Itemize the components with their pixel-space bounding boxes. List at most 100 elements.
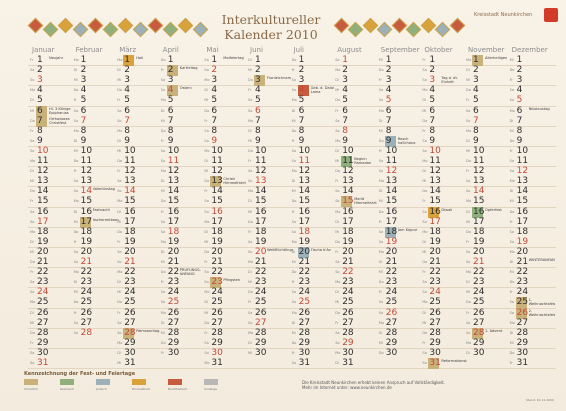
day-number: 11 — [342, 156, 354, 166]
day-row: Do 1 — [290, 55, 334, 66]
weekday-label: Fr — [422, 128, 426, 133]
weekday-label: Fr — [30, 340, 34, 345]
day-row: Sa 6 — [72, 106, 116, 117]
weekday-label: Mi — [466, 78, 470, 83]
month-header: Februar — [75, 46, 103, 54]
weekday-label: Mi — [204, 310, 209, 315]
holiday-color-marker — [123, 55, 135, 66]
day-number: 14 — [298, 186, 311, 197]
weekday-label: Sa — [117, 108, 122, 113]
day-number: 20 — [473, 246, 485, 257]
day-row: Mi 28 — [290, 328, 334, 339]
day-row: Do 30 — [377, 348, 421, 359]
day-number: 22 — [342, 267, 354, 278]
weekday-label: Mi — [248, 280, 252, 285]
day-row: Mo 25 — [420, 297, 464, 308]
day-number: 18 — [473, 226, 485, 237]
weekday-label: Mo — [291, 239, 297, 244]
weekday-label: Do — [291, 340, 297, 345]
weekday-label: Fr — [509, 361, 513, 365]
row-rule — [28, 368, 556, 370]
day-number: 17 — [255, 216, 267, 227]
weekday-label: So — [335, 270, 340, 275]
weekday-label: Do — [160, 340, 166, 345]
day-row: Mo 7 — [246, 116, 290, 127]
day-row: Di 16 Opferfest — [464, 206, 508, 218]
day-number: 30 — [429, 347, 441, 358]
weekday-label: Di — [509, 330, 514, 335]
weekday-label: Fr — [422, 340, 426, 345]
day-number: 13 — [429, 176, 441, 187]
day-row: Mo 22 — [115, 267, 159, 278]
weekday-label: Mi — [422, 108, 427, 113]
weekday-label: Sa — [378, 229, 384, 234]
day-row: Fr 30 — [290, 348, 334, 359]
weekday-label: Di — [248, 270, 252, 275]
row-rule — [28, 287, 556, 289]
day-row: Do 21 — [420, 257, 464, 268]
weekday-label: Di — [73, 68, 78, 73]
day-row: Di 2 — [464, 65, 508, 76]
day-number: 4 — [429, 85, 436, 96]
day-row: Fr 23 — [159, 277, 203, 288]
day-number: 23 — [473, 277, 485, 288]
day-row: Sa 30 — [28, 348, 72, 359]
weekday-label: Mi — [30, 179, 34, 184]
weekday-label: Do — [335, 98, 341, 103]
day-row: Di 23 — [464, 277, 508, 288]
legend-swatch — [132, 379, 146, 385]
day-row: Mi 25 — [333, 297, 377, 308]
day-number: 23 — [80, 277, 93, 288]
day-number: 29 — [342, 337, 354, 348]
day-row: Mo 13 — [377, 176, 421, 187]
weekday-label: Sa — [422, 68, 427, 73]
weekday-label: Fr — [466, 98, 470, 103]
weekday-label: Mo — [335, 209, 341, 214]
day-row: Fr 8 — [420, 126, 464, 137]
day-row: Fr 20 — [333, 247, 377, 258]
weekday-label: Sa — [30, 280, 35, 285]
day-row: Sa 31 — [290, 358, 334, 369]
day-row: Mo 18 — [28, 227, 72, 238]
holiday-text: PRÜFUNGS-ANFANG — [179, 268, 201, 277]
weekday-label: Do — [509, 209, 515, 214]
day-number: 20 — [298, 246, 311, 257]
weekday-label: Di — [117, 350, 121, 355]
weekday-label: Mo — [117, 199, 123, 204]
day-number: 12 — [385, 166, 398, 177]
weekday-label: Do — [73, 300, 79, 305]
month-header: Dezember — [511, 46, 548, 54]
day-number: 16 — [211, 206, 223, 217]
weekday-label: So — [160, 300, 166, 305]
day-row: Sa 3 — [159, 75, 203, 86]
day-number: 3 — [473, 75, 479, 86]
day-number: 17 — [124, 216, 136, 227]
weekday-label: Mi — [160, 330, 165, 335]
weekday-label: Sa — [248, 169, 253, 174]
day-number: 22 — [385, 267, 398, 278]
ornament-diamond-icon — [57, 17, 74, 34]
weekday-label: Mi — [117, 148, 122, 153]
day-row: Fr 15 — [420, 196, 464, 207]
day-row: Sa 18 Jom Kippur — [377, 226, 421, 238]
weekday-label: Fr — [509, 219, 513, 224]
weekday-label: Mi — [509, 58, 514, 62]
day-number: 6 — [211, 105, 218, 116]
day-row: Sa 16 Diwali — [420, 206, 464, 218]
weekday-label: Mo — [30, 300, 36, 305]
day-row: Fr 1 — [420, 55, 464, 66]
day-row: Mi 20 — [420, 247, 464, 258]
weekday-label: Fr — [248, 229, 252, 234]
day-row: Di 30 — [115, 348, 159, 359]
weekday-label: Do — [204, 179, 210, 184]
day-number: 19 — [255, 236, 267, 247]
day-number: 11 — [124, 156, 136, 166]
weekday-label: Do — [378, 350, 384, 355]
day-number: 5 — [37, 95, 43, 106]
weekday-label: Mi — [335, 159, 340, 163]
weekday-label: Sa — [117, 179, 122, 184]
day-number: 18 — [211, 226, 223, 237]
day-row: So 23 Pfingsten — [202, 277, 246, 289]
day-row: Fr 12 — [115, 166, 159, 177]
